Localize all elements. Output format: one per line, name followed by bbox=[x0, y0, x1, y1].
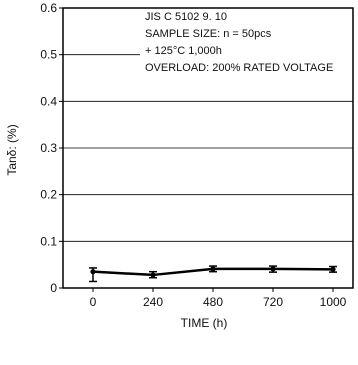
annotation-line-1: JIS C 5102 9. 10 bbox=[145, 11, 227, 23]
y-tick-label: 0.3 bbox=[40, 141, 57, 155]
grid-lines bbox=[63, 54, 353, 242]
y-axis: 0 0.1 0.2 0.3 0.4 0.5 0.6 bbox=[40, 1, 63, 295]
data-point bbox=[270, 266, 276, 272]
data-point bbox=[330, 266, 336, 272]
x-axis: 0 240 480 720 1000 bbox=[90, 288, 347, 309]
x-tick-label: 720 bbox=[263, 295, 283, 309]
y-tick-label: 0.2 bbox=[40, 188, 57, 202]
y-tick-label: 0.1 bbox=[40, 234, 57, 248]
y-tick-label: 0.6 bbox=[40, 1, 57, 15]
y-tick-label: 0.5 bbox=[40, 48, 57, 62]
x-tick-label: 1000 bbox=[320, 295, 347, 309]
data-point bbox=[210, 266, 216, 272]
series-group bbox=[89, 265, 337, 283]
data-point bbox=[90, 269, 96, 275]
data-point bbox=[150, 272, 156, 278]
x-tick-label: 240 bbox=[143, 295, 163, 309]
x-tick-label: 480 bbox=[203, 295, 223, 309]
y-tick-label: 0.4 bbox=[40, 94, 57, 108]
annotation-line-2: SAMPLE SIZE: n = 50pcs bbox=[145, 28, 272, 40]
annotation-line-4: OVERLOAD: 200% RATED VOLTAGE bbox=[145, 62, 333, 74]
x-axis-title: TIME (h) bbox=[181, 316, 228, 330]
annotation-line-3: + 125°C 1,000h bbox=[145, 45, 222, 57]
y-axis-title: Tanδ: (%) bbox=[5, 124, 19, 175]
annotation-box: JIS C 5102 9. 10 SAMPLE SIZE: n = 50pcs … bbox=[145, 11, 333, 74]
x-tick-label: 0 bbox=[90, 295, 97, 309]
y-tick-label: 0 bbox=[50, 281, 57, 295]
